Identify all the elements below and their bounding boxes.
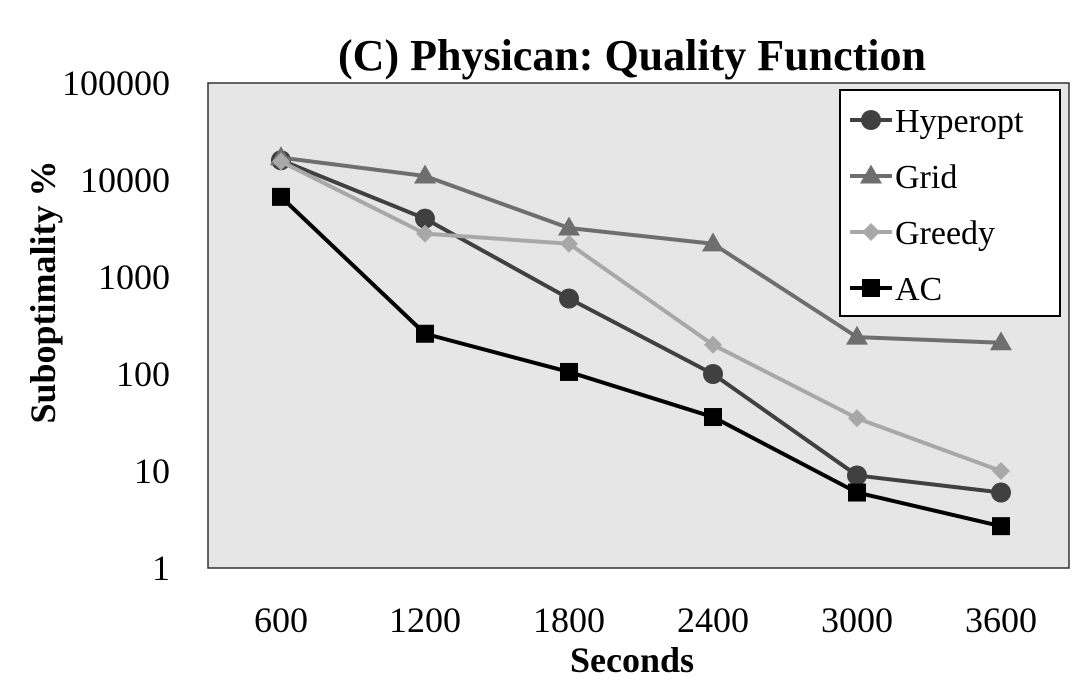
y-tick-label: 10000 xyxy=(80,160,170,200)
data-point xyxy=(560,362,578,381)
legend-label: Grid xyxy=(895,159,957,196)
x-tick-label: 1800 xyxy=(533,600,605,640)
y-tick-label: 100000 xyxy=(62,63,170,103)
y-tick-label: 1000 xyxy=(98,257,170,297)
data-point xyxy=(847,465,867,486)
series-line xyxy=(279,195,1002,529)
series-greedy xyxy=(272,152,1010,480)
x-axis-title: Seconds xyxy=(570,640,694,680)
legend-item: Grid xyxy=(850,159,957,196)
data-point xyxy=(991,482,1011,503)
data-point xyxy=(415,208,435,229)
x-tick-label: 3600 xyxy=(965,600,1037,640)
legend-item: Greedy xyxy=(850,215,995,252)
legend-label: AC xyxy=(895,271,942,308)
data-point xyxy=(272,152,290,171)
y-axis-tick-labels: 1 10 100 1000 10000 100000 xyxy=(62,63,170,588)
x-axis-tick-labels: 600 1200 1800 2400 3000 3600 xyxy=(254,600,1037,640)
legend-label: Hyperopt xyxy=(895,103,1024,140)
data-point xyxy=(560,234,578,253)
series-hyperopt xyxy=(271,150,1011,503)
data-point xyxy=(703,364,723,384)
data-point xyxy=(558,216,580,236)
chart-title: (C) Physican: Quality Function xyxy=(338,31,926,80)
legend-marker xyxy=(861,110,881,130)
data-point xyxy=(414,164,436,184)
legend-marker xyxy=(862,223,880,241)
data-point xyxy=(704,408,722,427)
x-tick-label: 3000 xyxy=(821,600,893,640)
legend-marker xyxy=(862,279,880,297)
data-point xyxy=(992,517,1010,536)
legend-item: AC xyxy=(850,271,942,308)
x-tick-label: 1200 xyxy=(389,600,461,640)
data-point xyxy=(848,483,866,502)
y-tick-label: 100 xyxy=(116,354,170,394)
x-tick-label: 600 xyxy=(254,600,308,640)
data-point xyxy=(848,409,866,428)
data-point xyxy=(704,335,722,354)
data-point xyxy=(416,324,434,343)
data-point xyxy=(272,187,290,206)
legend-item: Hyperopt xyxy=(850,103,1024,140)
data-point xyxy=(846,325,868,345)
series-line xyxy=(280,158,1002,495)
series-layer xyxy=(270,146,1012,536)
legend: Hyperopt Grid Greedy AC xyxy=(839,89,1061,317)
legend-label: Greedy xyxy=(895,215,995,252)
y-axis-title: Suboptimality % xyxy=(23,160,63,423)
series-line xyxy=(280,155,1002,345)
data-point xyxy=(992,462,1010,480)
data-point xyxy=(559,288,579,309)
legend-marker xyxy=(860,164,882,184)
y-tick-label: 10 xyxy=(134,451,170,491)
data-point xyxy=(416,224,434,243)
data-point xyxy=(990,331,1012,351)
series-line xyxy=(280,159,1002,473)
y-tick-label: 1 xyxy=(152,548,170,588)
x-tick-label: 2400 xyxy=(677,600,749,640)
data-point xyxy=(702,232,724,252)
series-ac xyxy=(272,187,1010,536)
